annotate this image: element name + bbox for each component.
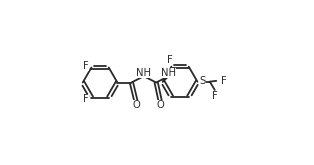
Text: S: S: [199, 76, 205, 86]
Text: F: F: [83, 61, 89, 71]
Text: F: F: [221, 76, 227, 86]
Text: O: O: [133, 100, 140, 110]
Text: NH: NH: [161, 68, 176, 78]
Text: F: F: [212, 91, 218, 101]
Text: NH: NH: [136, 68, 151, 78]
Text: F: F: [167, 55, 173, 65]
Text: F: F: [83, 94, 89, 104]
Text: O: O: [157, 100, 165, 110]
